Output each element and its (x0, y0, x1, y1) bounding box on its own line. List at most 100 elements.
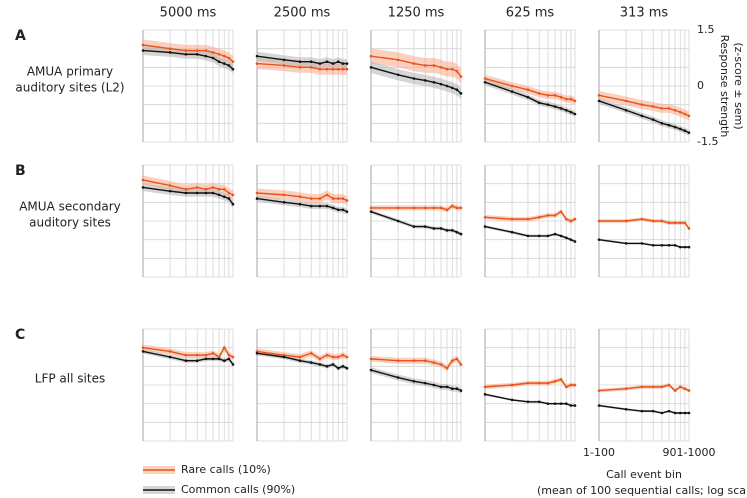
data-point (683, 112, 687, 116)
series-line (370, 211, 462, 235)
legend-label: Common calls (90%) (181, 483, 295, 496)
data-point (537, 381, 541, 385)
data-point (141, 186, 145, 189)
data-point (217, 357, 221, 361)
column-title: 2500 ms (274, 6, 331, 21)
data-point (526, 234, 530, 238)
data-point (537, 215, 541, 219)
series-line (599, 218, 690, 229)
data-point (439, 206, 443, 210)
data-point (396, 359, 400, 363)
data-point (204, 49, 208, 52)
data-point (455, 387, 459, 391)
data-point (439, 385, 443, 389)
data-point (553, 232, 557, 236)
data-point (673, 389, 677, 392)
panel (597, 328, 691, 442)
data-point (168, 350, 172, 353)
data-point (683, 129, 687, 133)
data-point (331, 62, 335, 65)
data-point (318, 197, 322, 200)
data-point (573, 99, 577, 103)
data-point (211, 186, 215, 189)
data-point (510, 230, 514, 234)
data-point (345, 366, 349, 370)
data-point (341, 67, 345, 71)
data-point (640, 217, 644, 221)
data-point (211, 51, 215, 54)
sem-band (143, 344, 233, 360)
data-point (673, 243, 677, 247)
data-point (412, 62, 416, 65)
data-point (412, 359, 416, 363)
data-point (231, 363, 235, 366)
data-point (325, 204, 329, 208)
data-point (597, 219, 601, 223)
series-line (256, 192, 348, 202)
data-point (184, 359, 188, 363)
data-point (445, 229, 449, 232)
data-point (168, 51, 172, 54)
data-point (396, 219, 400, 223)
data-point (651, 409, 655, 413)
series-line (484, 393, 575, 407)
data-point (569, 97, 573, 101)
data-point (459, 363, 463, 366)
data-point (597, 389, 601, 392)
data-point (222, 54, 226, 58)
panel (141, 164, 235, 278)
data-point (559, 107, 563, 110)
data-point (455, 206, 459, 210)
data-point (222, 187, 226, 191)
series-line (142, 350, 234, 365)
data-point (660, 385, 664, 389)
data-point (667, 221, 671, 225)
data-point (184, 353, 188, 357)
data-point (369, 206, 373, 210)
data-point (573, 383, 577, 387)
data-point (445, 84, 449, 88)
data-point (227, 353, 231, 357)
data-point (309, 66, 313, 69)
series-line (256, 352, 348, 369)
data-point (564, 385, 568, 389)
panel (141, 29, 235, 143)
series-line (256, 350, 348, 360)
data-point (369, 357, 373, 361)
panel (369, 328, 463, 442)
data-point (195, 191, 199, 195)
column-title: 625 ms (506, 6, 555, 21)
data-point (336, 60, 340, 64)
data-point (564, 402, 568, 405)
data-point (683, 387, 687, 391)
legend-label: Rare calls (10%) (181, 463, 271, 476)
data-point (211, 351, 215, 355)
data-point (423, 64, 427, 67)
series-line (142, 49, 234, 70)
data-point (255, 197, 259, 200)
data-point (459, 206, 463, 210)
data-point (369, 368, 373, 372)
data-point (678, 127, 682, 131)
row-title: LFP all sites (35, 372, 105, 386)
data-point (141, 350, 145, 353)
data-point (573, 240, 577, 243)
data-point (309, 361, 313, 364)
data-point (483, 393, 487, 396)
data-point (396, 58, 400, 62)
data-point (318, 67, 322, 71)
data-point (217, 52, 221, 56)
y-axis-label: Response strength (718, 35, 731, 138)
panel (597, 164, 691, 278)
data-point (231, 60, 235, 64)
data-point (651, 105, 655, 108)
data-point (553, 94, 557, 97)
data-point (141, 178, 145, 182)
sem-band (371, 367, 461, 394)
series-line (142, 44, 234, 63)
data-point (331, 363, 335, 366)
data-point (459, 75, 463, 78)
data-point (624, 387, 628, 391)
data-point (341, 208, 345, 212)
column-title: 1250 ms (388, 6, 445, 21)
